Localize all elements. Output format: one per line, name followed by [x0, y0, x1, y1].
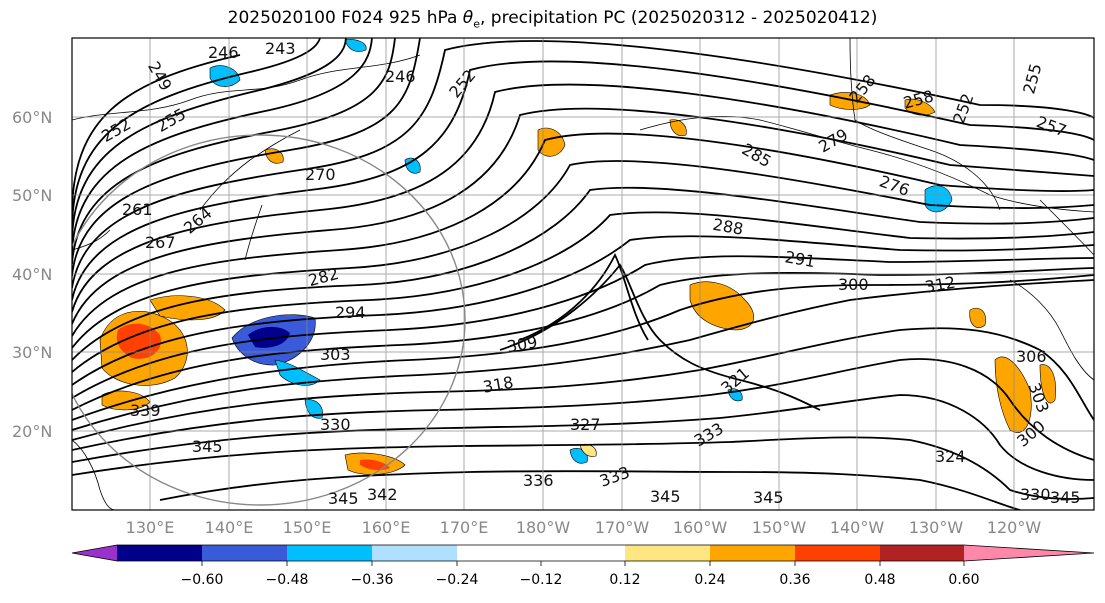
contour-label: 324 [935, 447, 966, 466]
contour-label: 345 [753, 488, 784, 507]
colorbar-tick: 0.36 [779, 572, 810, 588]
lon-label: 140°E [205, 518, 254, 537]
colorbar-tick: 0.60 [948, 572, 979, 588]
lat-label: 30°N [12, 343, 52, 362]
colorbar-segment [541, 545, 625, 561]
colorbar-tick: −0.12 [520, 572, 563, 588]
lon-label: 170°E [440, 518, 489, 537]
colorbar-tick: 0.12 [609, 572, 640, 588]
contour-label: 339 [130, 401, 161, 420]
contour-label: 300 [838, 275, 869, 294]
lon-label: 150°W [752, 518, 807, 537]
contour-label: 243 [265, 39, 296, 58]
contour-label: 261 [122, 200, 153, 219]
lat-label: 60°N [12, 108, 52, 127]
longitude-labels: 130°E 140°E 150°E 160°E 170°E 180°W 170°… [126, 518, 1042, 537]
lat-label: 20°N [12, 422, 52, 441]
colorbar-tick: −0.24 [436, 572, 479, 588]
lon-label: 170°W [595, 518, 650, 537]
contour-label: 246 [385, 67, 416, 86]
lon-label: 140°W [830, 518, 885, 537]
lon-label: 130°E [126, 518, 175, 537]
contour-label: 345 [650, 487, 681, 506]
lon-label: 180°W [516, 518, 571, 537]
gridlines [72, 38, 1094, 510]
latitude-labels: 60°N 50°N 40°N 30°N 20°N [12, 108, 52, 441]
colorbar-segment [880, 545, 964, 561]
contour-label: 294 [335, 303, 366, 322]
contour-label: 345 [192, 437, 223, 456]
contour-label: 330 [1020, 485, 1051, 504]
colorbar-tick: 0.48 [864, 572, 895, 588]
contour-label: 336 [523, 471, 554, 490]
colorbar-segment [117, 545, 202, 561]
colorbar-segment [625, 545, 710, 561]
range-circle [72, 134, 466, 506]
colorbar-segment [287, 545, 372, 561]
contour-label: 342 [367, 485, 398, 504]
contour-label: 345 [1050, 488, 1081, 507]
colorbar-segment [710, 545, 795, 561]
lon-label: 130°W [909, 518, 964, 537]
lon-label: 150°E [283, 518, 332, 537]
colorbar-extend-max [964, 545, 1094, 561]
colorbar-segment [372, 545, 457, 561]
contour-label: 330 [320, 415, 351, 434]
map-title: 2025020100 F024 925 hPa θe, precipitatio… [227, 8, 878, 31]
colorbar-segment [795, 545, 880, 561]
lon-label: 120°W [987, 518, 1042, 537]
lon-label: 160°E [362, 518, 411, 537]
contour-label: 303 [320, 345, 351, 364]
colorbar-tick: 0.24 [694, 572, 725, 588]
colorbar-tick: −0.48 [266, 572, 309, 588]
colorbar-segment [457, 545, 541, 561]
contour-label: 345 [328, 489, 359, 508]
colorbar: −0.60 −0.48 −0.36 −0.24 −0.12 0.12 0.24 … [71, 544, 1095, 588]
map-border [71, 37, 1095, 511]
contour-label: 270 [305, 165, 336, 184]
contour-label: 327 [570, 415, 601, 434]
contour-label: 306 [1016, 347, 1047, 366]
contour-label: 267 [145, 233, 176, 252]
colorbar-segment [202, 545, 287, 561]
lat-label: 40°N [12, 265, 52, 284]
colorbar-tick: −0.36 [351, 572, 394, 588]
colorbar-tick: −0.60 [181, 572, 224, 588]
contour-label: 246 [208, 43, 239, 62]
lon-label: 160°W [673, 518, 728, 537]
lat-label: 50°N [12, 186, 52, 205]
colorbar-extend-min [72, 545, 117, 561]
coastlines [72, 38, 1094, 510]
